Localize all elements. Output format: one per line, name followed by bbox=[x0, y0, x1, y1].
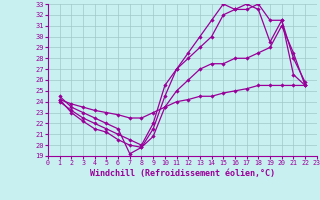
X-axis label: Windchill (Refroidissement éolien,°C): Windchill (Refroidissement éolien,°C) bbox=[90, 169, 275, 178]
